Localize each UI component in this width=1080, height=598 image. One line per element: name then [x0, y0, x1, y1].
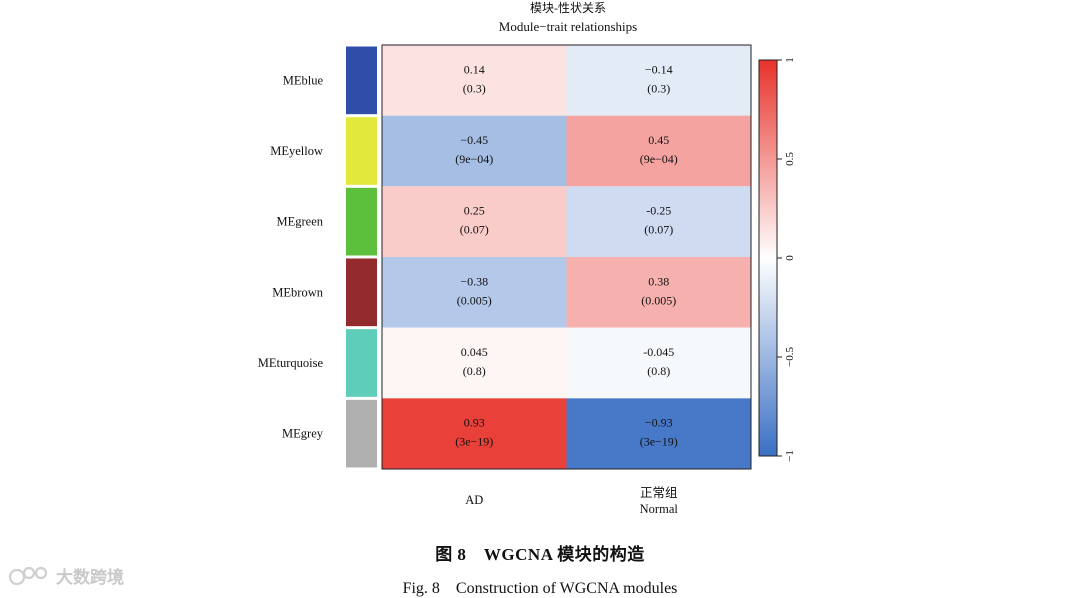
cell-correlation-label: 0.14 [464, 62, 485, 76]
watermark-text: 大数跨境 [56, 568, 124, 588]
heat-cell [382, 186, 567, 257]
row-labels: MEblue MEyellow MEgreen MEbrown MEturquoise M… [258, 73, 324, 440]
module-swatch-mebrown [346, 258, 377, 327]
cell-correlation-label: -0.25 [646, 204, 671, 218]
cell-correlation-label: 0.045 [461, 345, 488, 359]
cell-pvalue-label: (0.8) [463, 364, 486, 378]
module-swatch-meyellow [346, 117, 377, 185]
heat-cell [566, 186, 751, 257]
cell-pvalue-label: (0.3) [647, 81, 670, 95]
cell-pvalue-label: (0.8) [647, 364, 670, 378]
row-label-megreen: MEgreen [276, 215, 323, 229]
color-scale-legend: 1 0.5 0 −0.5 −1 [758, 57, 796, 462]
watermark-logo-icon [8, 566, 48, 585]
cell-pvalue-label: (0.005) [457, 293, 492, 307]
heatmap-cells: 0.14 (0.3) −0.14 (0.3) −0.45 (9e−04) 0.45 (9e−0… [382, 45, 751, 469]
cell-correlation-label: 0.45 [648, 133, 669, 147]
cell-correlation-label: 0.25 [464, 204, 485, 218]
cell-correlation-label: 0.93 [464, 416, 485, 430]
row-label-meblue: MEblue [283, 73, 324, 87]
heat-cell [382, 327, 567, 399]
heat-cell [566, 398, 751, 469]
color-scale-tick-label: −1 [784, 450, 796, 462]
heatmap-border [381, 44, 752, 470]
row-label-meyellow: MEyellow [270, 144, 323, 158]
heat-cell [566, 115, 751, 187]
color-scale-tick-label: 0.5 [784, 152, 796, 166]
watermark: 大数跨境 [8, 563, 124, 588]
cell-pvalue-label: (0.005) [641, 293, 676, 307]
heat-cell [566, 257, 751, 328]
cell-pvalue-label: (9e−04) [455, 152, 493, 166]
module-swatch-meblue [346, 46, 377, 115]
cell-pvalue-label: (3e−19) [640, 435, 678, 449]
heat-cell [566, 327, 751, 399]
module-swatch-meturquoise [346, 329, 377, 397]
cell-pvalue-label: (0.3) [463, 81, 486, 95]
cell-pvalue-label: (3e−19) [455, 435, 493, 449]
row-label-mebrown: MEbrown [272, 285, 323, 299]
chart-title: Module−trait relationships [499, 19, 637, 34]
column-sublabel: Normal [640, 502, 679, 516]
cell-pvalue-label: (0.07) [644, 223, 673, 237]
figure-caption-cn: 图 8 WGCNA 模块的构造 [435, 545, 645, 564]
heat-cell [382, 115, 567, 187]
column-label: 正常组 [640, 486, 678, 500]
cell-pvalue-label: (0.07) [460, 223, 489, 237]
color-scale-tick-label: 0 [784, 255, 796, 261]
cell-correlation-label: −0.45 [460, 133, 488, 147]
cell-correlation-label: 0.38 [648, 274, 669, 288]
color-scale-tick-label: 1 [784, 57, 796, 63]
column-labels: AD 正常组 Normal [465, 486, 678, 516]
figure-caption-en: Fig. 8 Construction of WGCNA modules [402, 580, 678, 597]
cell-correlation-label: −0.93 [645, 416, 673, 430]
color-scale-bar [758, 59, 778, 457]
cell-correlation-label: −0.14 [645, 62, 673, 76]
cell-correlation-label: -0.045 [643, 345, 674, 359]
heat-cell [382, 257, 567, 328]
module-swatch-megrey [346, 399, 377, 468]
column-label: AD [465, 493, 483, 507]
module-color-strip [346, 46, 377, 468]
chart-title-cn: 模块-性状关系 [530, 1, 606, 15]
color-scale-tick-label: −0.5 [784, 347, 796, 367]
heat-cell [382, 45, 567, 116]
heat-cell [382, 398, 567, 469]
cell-correlation-label: −0.38 [460, 274, 488, 288]
heat-cell [566, 45, 751, 116]
cell-pvalue-label: (9e−04) [640, 152, 678, 166]
row-label-megrey: MEgrey [282, 427, 324, 441]
figure-panel: 模块-性状关系 Module−trait relationships MEblu… [222, 0, 834, 520]
module-swatch-megreen [346, 187, 377, 256]
row-label-meturquoise: MEturquoise [258, 356, 324, 370]
heatmap-chart: 模块-性状关系 Module−trait relationships MEblu… [258, 1, 796, 516]
